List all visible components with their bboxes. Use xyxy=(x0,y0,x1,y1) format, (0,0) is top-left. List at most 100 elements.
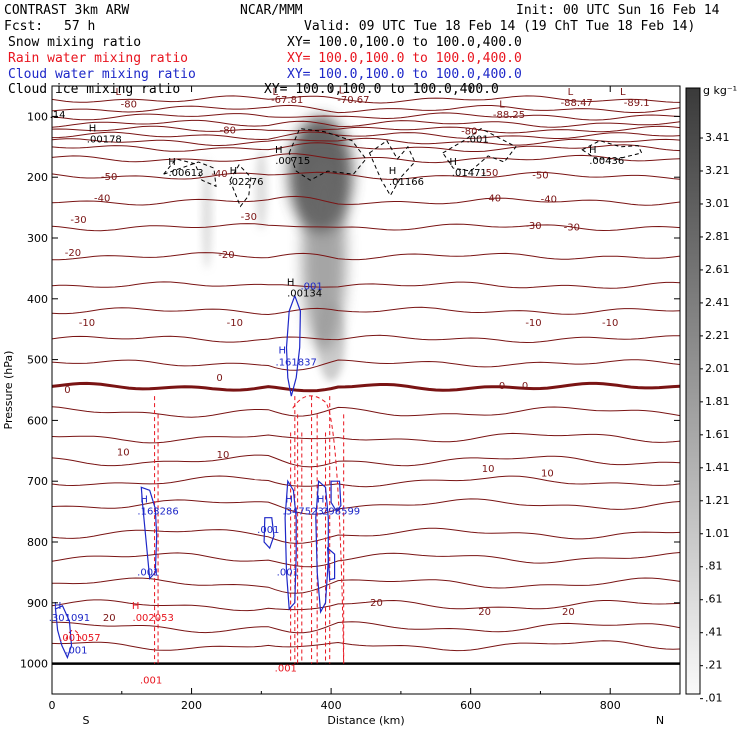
snow-streak-mid xyxy=(255,149,268,230)
x-end-label-left: S xyxy=(83,714,90,727)
cloud-water-contour xyxy=(315,479,329,614)
y-tick-label: 900 xyxy=(27,597,48,610)
valid-time: Valid: 09 UTC Tue 18 Feb 14 (19 ChT Tue … xyxy=(304,19,695,34)
temperature-contour xyxy=(51,171,681,180)
contour-label: -80 xyxy=(121,99,137,110)
contour-label: .161837 xyxy=(276,358,317,369)
init-time: Init: 00 UTC Sun 16 Feb 14 xyxy=(516,3,720,18)
x-tick-label: 200 xyxy=(181,699,202,712)
contour-label: .00178 xyxy=(87,135,122,146)
cloud-water-contour xyxy=(54,605,73,660)
contour-label: -30 xyxy=(241,212,257,223)
contour-label: H xyxy=(230,166,238,177)
temperature-contour xyxy=(52,577,681,594)
cloud-ice-contour xyxy=(229,164,252,208)
contour-label: L xyxy=(499,99,505,110)
contour-label: -80 xyxy=(220,125,236,136)
contour-label: L xyxy=(620,87,626,98)
contour-label: 10 xyxy=(217,450,230,461)
contour-label: .298599 xyxy=(319,507,360,518)
contour-label: H xyxy=(140,495,148,506)
colorbar-label: 1.81 xyxy=(705,395,730,408)
contour-label: H xyxy=(275,145,283,156)
contour-label: H xyxy=(589,145,597,156)
y-tick-label: 500 xyxy=(27,354,48,367)
temperature-contour xyxy=(51,334,680,344)
colorbar-label: .21 xyxy=(705,659,723,672)
temperature-contour xyxy=(51,104,681,114)
cloud-water-contour xyxy=(330,480,342,513)
contour-label: 20 xyxy=(103,613,116,624)
temperature-contour xyxy=(51,137,681,147)
y-tick-label: 700 xyxy=(27,475,48,488)
rain-contours xyxy=(65,395,345,664)
contour-label: H xyxy=(287,277,295,288)
colorbar-label: 3.21 xyxy=(705,164,730,177)
x-tick-label: 600 xyxy=(460,699,481,712)
contour-label: .00715 xyxy=(275,156,310,167)
temperature-contour xyxy=(51,306,681,316)
contour-label: -89.1 xyxy=(624,98,650,109)
contour-label: H xyxy=(389,166,397,177)
temperature-contour xyxy=(51,599,681,612)
contour-label: .347523 xyxy=(283,507,324,518)
field-cloudwater-name: Cloud water mixing ratio xyxy=(8,67,196,82)
contour-label: -67.81 xyxy=(271,95,303,106)
cloud-water-contour xyxy=(140,486,158,580)
contour-label: .001 xyxy=(65,645,87,656)
field-snow-name: Snow mixing ratio xyxy=(8,35,141,50)
colorbar-label: 1.61 xyxy=(705,428,730,441)
colorbar-ramp xyxy=(685,87,701,695)
contour-label: -50 xyxy=(101,172,117,183)
temperature-contour xyxy=(51,142,681,152)
contour-label: H xyxy=(317,495,325,506)
contour-label: .163286 xyxy=(137,507,178,518)
contour-label: 10 xyxy=(541,468,554,479)
temperature-contour xyxy=(51,153,681,164)
contour-label: -40 xyxy=(94,194,110,205)
contour-label: -30 xyxy=(525,221,541,232)
contour-label: .001 xyxy=(257,525,279,536)
cloud-ice-contour xyxy=(288,128,367,181)
colorbar-label: .01 xyxy=(705,692,723,705)
temperature-contour xyxy=(51,131,681,141)
x-axis-label: Distance (km) xyxy=(327,714,404,727)
contour-label: -10 xyxy=(602,318,618,329)
temperature-contour xyxy=(51,359,681,371)
colorbar-label: 3.01 xyxy=(705,197,730,210)
temperature-contour xyxy=(51,223,681,232)
contour-label: L xyxy=(339,85,345,96)
contour-label: H xyxy=(132,601,140,612)
cloud-ice-contours xyxy=(162,128,643,208)
colorbar-label: 2.01 xyxy=(705,362,730,375)
temperature-contour xyxy=(51,195,681,206)
contour-label: .001 xyxy=(300,282,322,293)
contour-label: -80 xyxy=(461,127,477,138)
colorbar-label: .81 xyxy=(705,560,723,573)
temperature-contour xyxy=(52,252,681,261)
field-cloudwater-xy: XY= 100.0,100.0 to 100.0,400.0 xyxy=(287,67,522,82)
contour-label: 0 xyxy=(522,381,528,392)
colorbar-label: 2.41 xyxy=(705,296,730,309)
colorbar-label: 1.21 xyxy=(705,494,730,507)
contour-label: .00134 xyxy=(287,288,322,299)
temperature-contour xyxy=(51,498,681,515)
field-rain-name: Rain water mixing ratio xyxy=(8,51,188,66)
colorbar-label: 2.21 xyxy=(705,329,730,342)
contour-label: .001 xyxy=(140,676,162,687)
cloud-ice-contour xyxy=(368,139,416,197)
contour-label: H xyxy=(449,157,457,168)
cloud-water-contour xyxy=(284,479,297,611)
contour-label: -70.67 xyxy=(337,95,369,106)
x-tick-label: 0 xyxy=(49,699,56,712)
colorbar-label: .61 xyxy=(705,593,723,606)
colorbar: 3.41 3.21 3.01 2.81 2.61 2.41 2.21 2.01 1.81 1.61… xyxy=(685,87,730,705)
contour-label: -10 xyxy=(227,318,243,329)
colorbar-label: 2.61 xyxy=(705,263,730,276)
field-snow-xy: XY= 100.0,100.0 to 100.0,400.0 xyxy=(287,35,522,50)
contour-label: -40 xyxy=(485,194,501,205)
snow-streak-west xyxy=(201,158,212,269)
contour-label: -10 xyxy=(525,318,541,329)
fcst-value: 57 h xyxy=(64,19,95,34)
